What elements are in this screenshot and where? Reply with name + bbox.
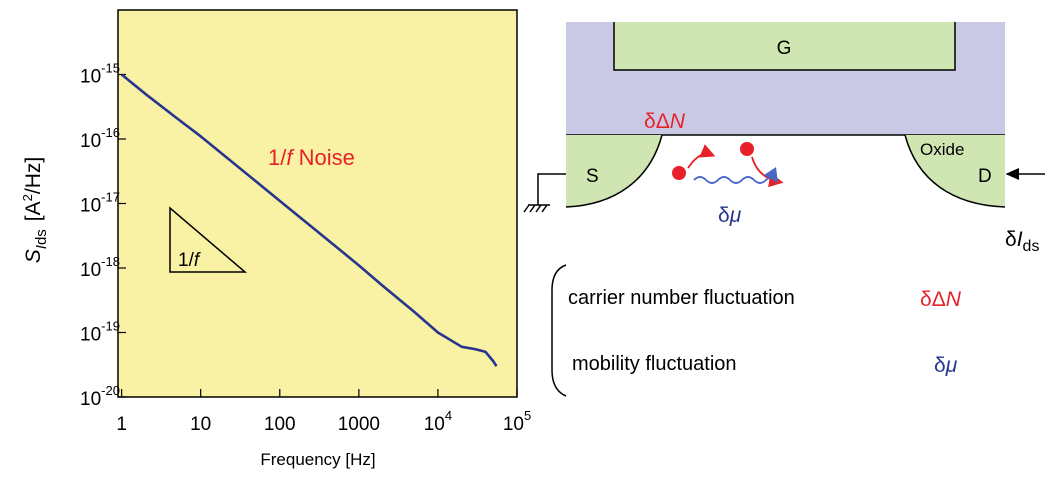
x-tick-label-exp: 5: [524, 408, 531, 423]
y-tick-label-exp: -15: [101, 61, 120, 76]
y-tick-label-exp: -18: [101, 254, 120, 269]
source-label: S: [586, 166, 599, 187]
trapped-carrier: [740, 142, 754, 156]
y-tick-label-exp: -20: [101, 383, 120, 398]
carrier: [672, 166, 686, 180]
plot-area: [118, 10, 517, 397]
dn-label: δΔN: [644, 110, 686, 133]
y-tick-label: 10-20: [80, 383, 120, 410]
y-label-unit: [A: [22, 201, 45, 221]
y-tick-label-base: 10: [80, 325, 101, 346]
annotation-rest: Noise: [292, 145, 354, 170]
oxide-label: Oxide: [920, 140, 964, 159]
y-tick-label: 10-15: [80, 61, 120, 88]
annotation: 1/f Noise: [268, 145, 355, 170]
y-label-unit-end: /Hz]: [22, 157, 45, 194]
ids-label: δIds: [1005, 228, 1039, 255]
y-tick-label: 10-16: [80, 125, 120, 152]
y-tick-label-base: 10: [80, 67, 101, 88]
y-tick-label-base: 10: [80, 131, 101, 152]
dn-n: N: [670, 110, 686, 133]
y-label-symbol: S: [22, 249, 45, 263]
ids-sub: ds: [1023, 238, 1040, 255]
x-axis-label: Frequency [Hz]: [260, 450, 375, 469]
empty-trap: [711, 142, 725, 156]
trap-arrow: [688, 154, 712, 168]
bracket: [552, 265, 566, 396]
ground: [524, 174, 566, 212]
slope-label-num: 1/: [178, 250, 195, 271]
legend-text: mobility fluctuation: [572, 353, 737, 375]
legend-d: δ: [934, 354, 946, 377]
figure: 1/f 1/f Noise Frequency [Hz] SIds[A2/Hz]…: [0, 0, 1061, 472]
x-tick-label-exp: 4: [445, 408, 452, 423]
legend-text: carrier number fluctuation: [568, 287, 795, 309]
legend-symbol: δμ: [934, 354, 958, 377]
y-label-subsub: ds: [33, 229, 50, 245]
y-tick-label: 10-17: [80, 190, 120, 217]
legend-sym: N: [946, 288, 962, 311]
y-tick-label-base: 10: [80, 389, 101, 410]
empty-trap: [771, 142, 785, 156]
dmu-label: δμ: [718, 204, 742, 227]
x-tick-label: 104: [424, 408, 452, 435]
scatter-arrow: [694, 177, 776, 183]
y-tick-label-base: 10: [80, 196, 101, 217]
detrap-arrow: [752, 157, 780, 182]
x-tick-label: 105: [503, 408, 531, 435]
dmu-mu: μ: [729, 204, 742, 227]
x-tick-label: 10: [190, 414, 211, 435]
y-tick-label-exp: -19: [101, 319, 120, 334]
x-tick-label: 1000: [338, 414, 380, 435]
y-axis-label: SIds[A2/Hz]: [20, 157, 50, 263]
slope-label: 1/f: [178, 250, 201, 271]
y-tick-label: 10-18: [80, 254, 120, 281]
ids-d: δ: [1005, 228, 1017, 251]
gate-label: G: [777, 38, 792, 59]
y-tick-label-exp: -16: [101, 125, 120, 140]
device-diagram: G Oxide S D δΔN δμ δIds carrier number f…: [524, 22, 1045, 396]
legend-symbol: δΔN: [920, 288, 962, 311]
x-tick-label: 1: [116, 414, 127, 435]
dmu-d: δ: [718, 204, 730, 227]
y-tick-label-base: 10: [80, 260, 101, 281]
x-tick-label-base: 10: [503, 414, 524, 435]
dn-d: δΔ: [644, 110, 670, 133]
annotation-num: 1/: [268, 145, 287, 170]
y-tick-label: 10-19: [80, 319, 120, 346]
legend-d: δΔ: [920, 288, 946, 311]
x-tick-label-base: 10: [424, 414, 445, 435]
plot: 1/f 1/f Noise Frequency [Hz] SIds[A2/Hz]…: [20, 10, 531, 469]
y-tick-label-exp: -17: [101, 190, 120, 205]
x-tick-label: 100: [264, 414, 296, 435]
y-label-unit-sup: 2: [20, 194, 35, 201]
legend-sym: μ: [945, 354, 958, 377]
drain-label: D: [978, 166, 992, 187]
